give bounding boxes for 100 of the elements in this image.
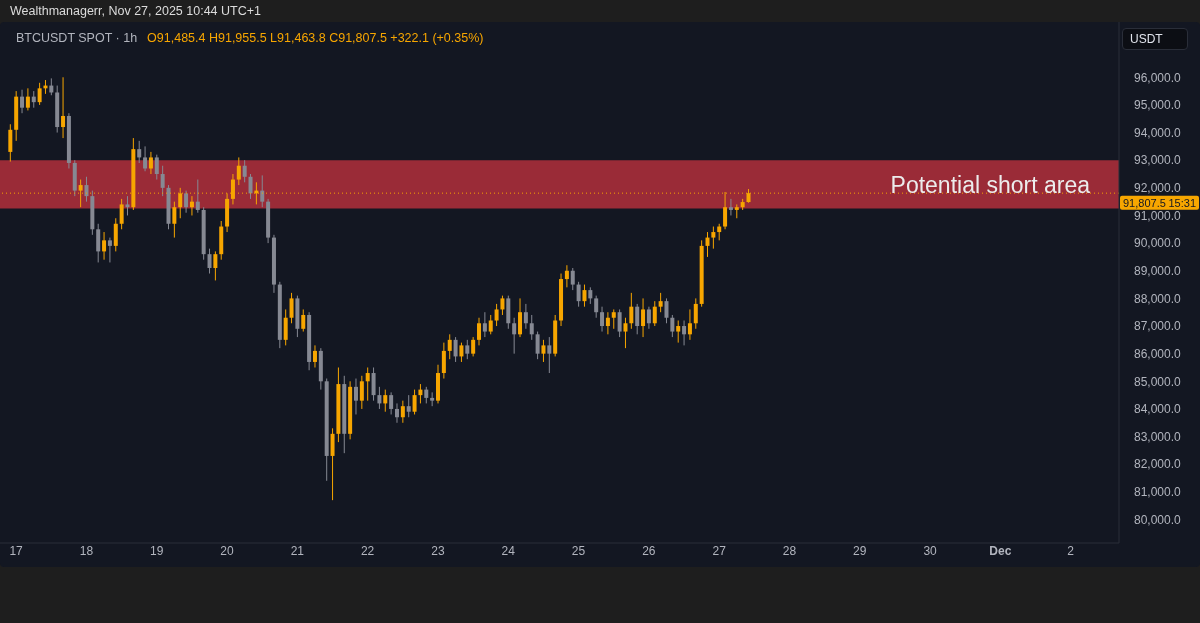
x-tick-label: 2 [1067,544,1075,558]
x-tick-label: 27 [712,544,727,558]
candlestick [213,250,218,281]
band-label: Potential short area [890,171,1091,198]
candlestick [541,339,546,363]
y-tick-label: 87,000.0 [1134,319,1182,334]
candlestick [102,231,107,261]
candlestick [242,159,247,183]
candlestick [728,198,733,216]
candlestick [576,281,581,308]
candlestick [518,297,523,338]
candlestick [641,297,646,338]
x-tick-label: 20 [220,544,235,558]
y-axis-title: USDT [1122,28,1188,50]
candlestick [406,394,411,418]
y-tick-label: 80,000.0 [1134,512,1182,527]
candlestick [84,176,89,203]
text: BTCUSDT SPOT · 1h [16,31,138,45]
ref-line-label: 91,807.5 [1123,196,1166,209]
candlestick [529,314,534,341]
candlestick [148,151,153,175]
text: O91,485.4 H91,955.5 L91,463.8 C91,807.5 +322.1 (+0.35%) [147,31,484,45]
x-tick-label: 17 [9,544,24,558]
candlestick [705,231,710,258]
y-tick-label: 93,000.0 [1134,153,1182,168]
candlestick [289,292,294,324]
y-tick-label: 84,000.0 [1134,402,1182,417]
candlestick [635,303,640,335]
candlestick [465,339,470,360]
candlestick [459,342,464,363]
x-tick-label: 18 [79,544,94,558]
x-tick-label: 21 [290,544,305,558]
candlestick [605,311,610,335]
candlestick [248,173,253,200]
candlestick [547,336,552,374]
candlestick [37,82,42,106]
candlestick [711,226,716,250]
candlestick [652,300,657,327]
candlestick [236,156,241,186]
candlestick [430,391,435,407]
candlestick [143,145,148,172]
candlestick [564,264,569,288]
y-tick-label: 82,000.0 [1134,457,1182,472]
candlestick [500,295,505,316]
candlestick [195,179,200,214]
candlestick [20,89,25,114]
candlestick [535,331,540,360]
y-tick-label: 85,000.0 [1134,374,1182,389]
y-tick-label: 94,000.0 [1134,125,1182,140]
candlestick [418,383,423,404]
candlestick [441,342,446,380]
candlestick [365,366,370,402]
candlestick [453,336,458,363]
candlestick [676,320,681,344]
candlestick [512,317,517,355]
text: Wealthmanagerr, Nov 27, 2025 10:44 UTC+1 [10,4,261,18]
candlestick [623,317,628,349]
candlestick [617,308,622,338]
candlestick [693,297,698,330]
candlestick [687,308,692,341]
candlestick [371,366,376,402]
candlestick [383,389,388,413]
candlestick [107,237,112,263]
x-tick-label: 24 [501,544,516,558]
candlestick [471,336,476,357]
candlestick [301,308,306,333]
candlestick [394,402,399,424]
x-tick-label: 29 [853,544,867,558]
candlestick [353,378,358,415]
y-tick-label: 83,000.0 [1134,429,1182,444]
candlestick [664,297,669,324]
x-tick-label: 26 [642,544,656,558]
y-tick-label: 92,000.0 [1134,181,1182,196]
candlestick [312,344,317,368]
candlestick [389,391,394,415]
candlestick [600,306,605,333]
candlestick [488,314,493,335]
x-tick-label: 30 [923,544,938,558]
candlestick [523,303,528,330]
candlestick [184,190,189,214]
candlestick [137,140,142,164]
candlestick [477,317,482,346]
x-tick-label: Dec [989,544,1012,558]
y-tick-label: 95,000.0 [1134,98,1182,113]
candlestick [594,295,599,319]
candlestick [494,303,499,327]
candlestick [658,292,663,313]
candlestick [670,314,675,338]
candlestick [611,308,616,330]
candlestick [96,223,101,263]
candlestick [412,389,417,415]
x-tick-label: 28 [782,544,797,558]
candlestick [400,400,405,424]
candlestick [283,308,288,346]
text: 15:31 [1168,196,1196,209]
x-tick-label: 19 [150,544,164,558]
candlestick [25,87,30,111]
candlestick [189,195,194,216]
y-tick-label: 89,000.0 [1134,264,1182,279]
candlestick [260,174,265,208]
